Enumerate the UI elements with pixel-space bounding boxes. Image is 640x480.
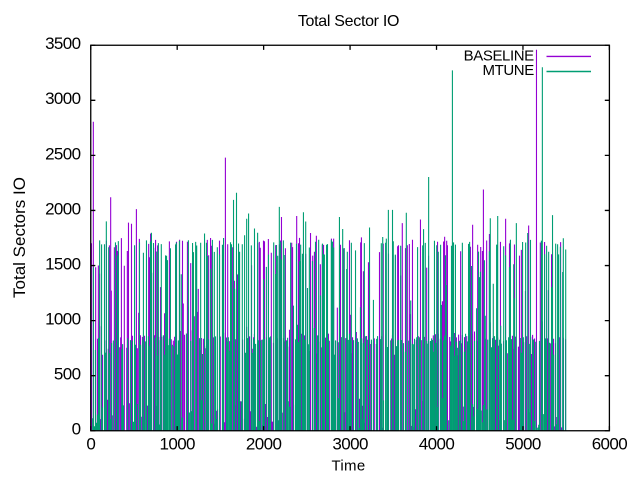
svg-text:500: 500	[54, 365, 81, 384]
svg-text:2500: 2500	[45, 144, 81, 163]
svg-text:6000: 6000	[592, 435, 628, 454]
svg-text:3000: 3000	[45, 89, 81, 108]
svg-text:0: 0	[86, 435, 95, 454]
svg-text:4000: 4000	[419, 435, 455, 454]
svg-text:MTUNE: MTUNE	[482, 62, 534, 79]
svg-text:2000: 2000	[246, 435, 282, 454]
svg-text:5000: 5000	[505, 435, 541, 454]
svg-text:2000: 2000	[45, 199, 81, 218]
svg-text:Time: Time	[332, 457, 366, 474]
svg-text:BASELINE: BASELINE	[464, 47, 535, 64]
svg-text:Total Sectors IO: Total Sectors IO	[10, 177, 29, 298]
svg-text:3000: 3000	[332, 435, 368, 454]
svg-text:Total Sector IO: Total Sector IO	[298, 13, 399, 30]
svg-text:1000: 1000	[45, 310, 81, 329]
svg-text:0: 0	[72, 420, 81, 439]
svg-text:1000: 1000	[159, 435, 195, 454]
svg-text:1500: 1500	[45, 254, 81, 273]
svg-text:3500: 3500	[45, 34, 81, 53]
